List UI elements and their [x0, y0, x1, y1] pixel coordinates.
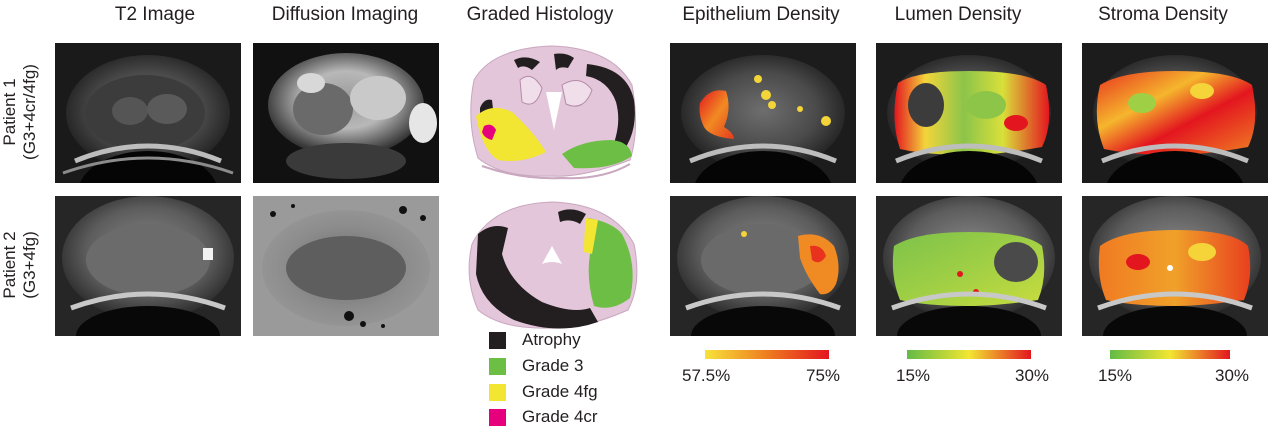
colorbar-stroma-min: 15%: [1098, 366, 1133, 385]
header-lumen: Lumen Density: [894, 4, 1022, 25]
t2-image-patient-1: [55, 43, 241, 183]
header-stroma: Stroma Density: [1098, 4, 1228, 25]
patient-1-name: Patient 1: [0, 78, 19, 146]
legend-item-grade-4cr: Grade 4cr: [489, 406, 598, 428]
stroma-density-patient-1: [1082, 43, 1268, 183]
legend-swatch-atrophy: [489, 331, 506, 349]
stroma-density-patient-2: [1082, 196, 1268, 336]
histology-patient-2: [462, 194, 642, 334]
legend-item-grade-3: Grade 3: [489, 355, 583, 377]
diffusion-image-patient-2: [253, 196, 439, 336]
row-label-patient-2: Patient 2 (G3+4fg): [0, 195, 40, 335]
legend-item-grade-4fg: Grade 4fg: [489, 381, 598, 403]
colorbar-stroma-max: 30%: [1215, 366, 1250, 385]
lumen-density-patient-1: [876, 43, 1062, 183]
legend-swatch-grade-3: [489, 357, 506, 375]
t2-image-patient-2: [55, 196, 241, 336]
header-t2: T2 Image: [114, 4, 196, 25]
header-diffusion: Diffusion Imaging: [271, 4, 419, 25]
patient-2-name: Patient 2: [0, 231, 19, 299]
legend-label-grade-3: Grade 3: [522, 356, 584, 375]
header-histology: Graded Histology: [466, 4, 614, 25]
legend-item-atrophy: Atrophy: [489, 329, 581, 351]
legend-swatch-grade-4fg: [489, 383, 506, 401]
header-epithelium: Epithelium Density: [682, 4, 840, 25]
lumen-density-patient-2: [876, 196, 1062, 336]
epithelium-density-patient-2: [670, 196, 856, 336]
legend-label-grade-4cr: Grade 4cr: [522, 407, 598, 426]
row-label-patient-1: Patient 1 (G3+4cr/4fg): [0, 42, 40, 182]
patient-2-grade: (G3+4fg): [20, 231, 39, 299]
patient-1-grade: (G3+4cr/4fg): [20, 64, 39, 160]
legend-label-grade-4fg: Grade 4fg: [522, 382, 598, 401]
histology-patient-1: [462, 40, 642, 185]
colorbar-epithelium-max: 75%: [806, 366, 841, 385]
colorbar-epithelium: [705, 350, 829, 359]
legend-label-atrophy: Atrophy: [522, 330, 581, 349]
diffusion-image-patient-1: [253, 43, 439, 183]
colorbar-lumen-min: 15%: [896, 366, 931, 385]
legend-swatch-grade-4cr: [489, 408, 506, 426]
colorbar-epithelium-min: 57.5%: [682, 366, 731, 385]
colorbar-stroma: [1110, 350, 1230, 359]
colorbar-lumen-max: 30%: [1015, 366, 1050, 385]
epithelium-density-patient-1: [670, 43, 856, 183]
colorbar-lumen: [907, 350, 1031, 359]
